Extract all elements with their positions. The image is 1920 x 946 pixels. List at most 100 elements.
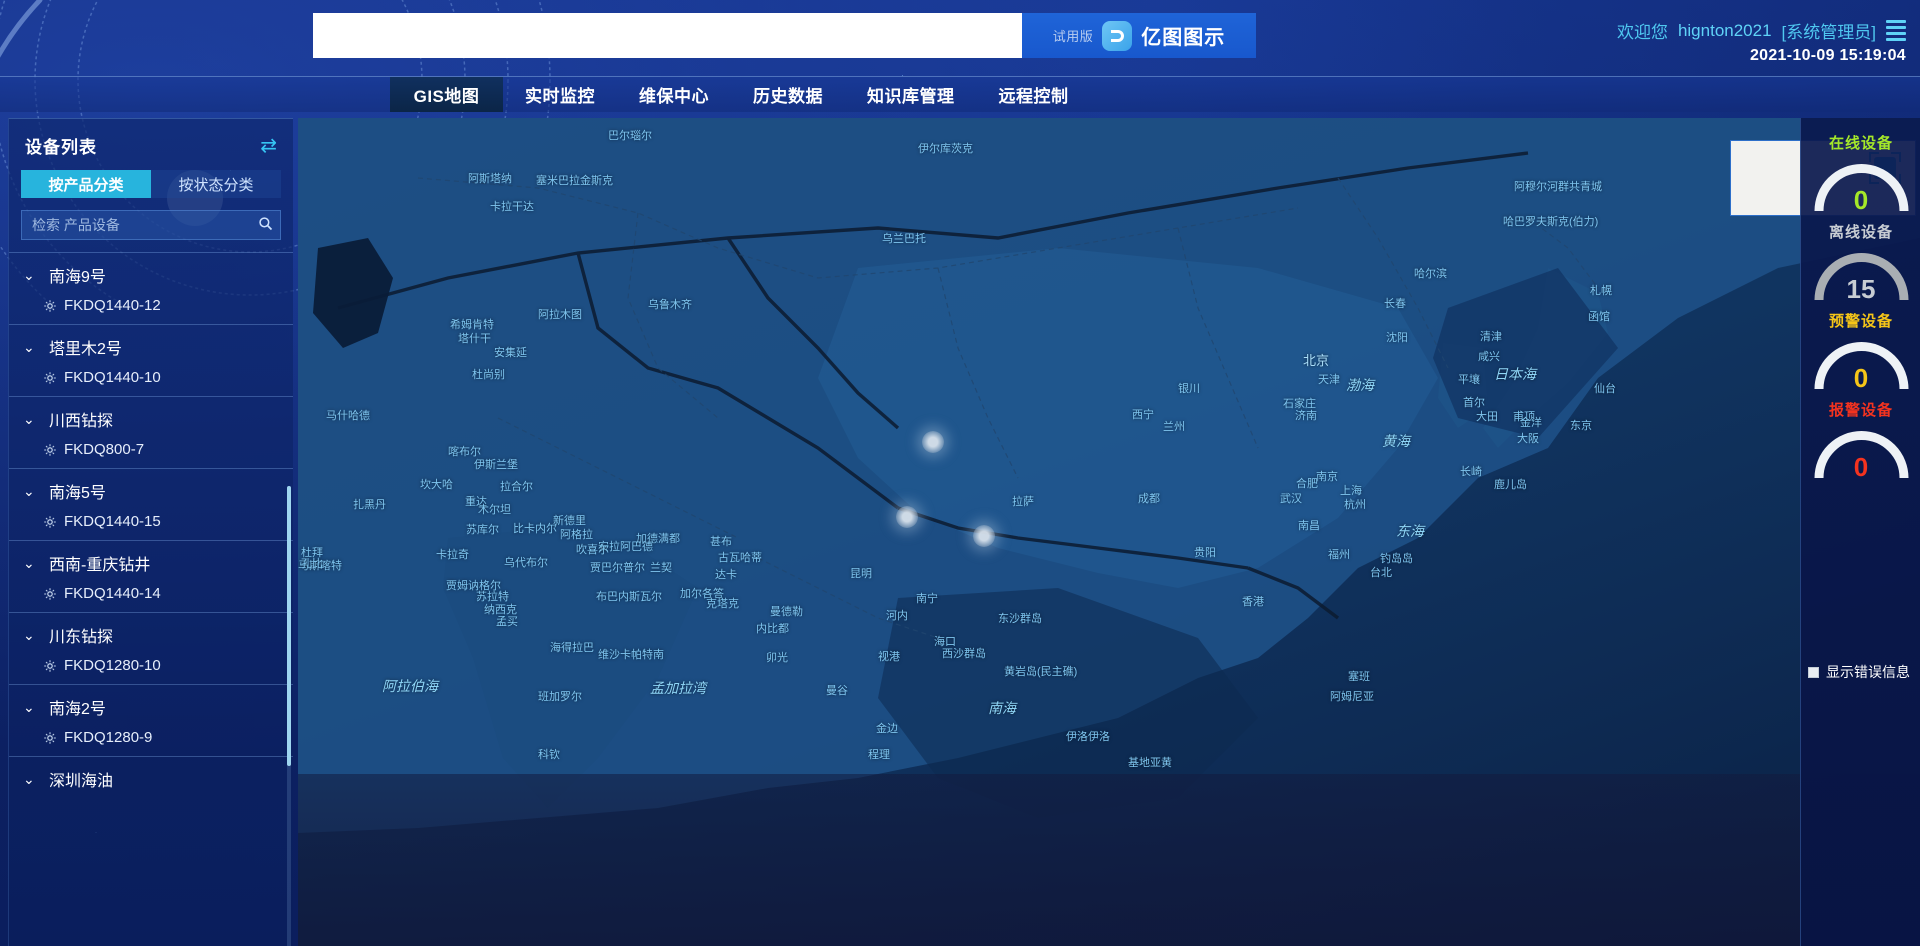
trial-label: 试用版 [1052, 29, 1094, 44]
device-name: FKDQ800-7 [64, 441, 145, 458]
device-list-item[interactable]: FKDQ1440-10 [9, 367, 293, 396]
stat-gauge-list: 在线设备 0 离线设备 15 预警设备 0 报警设备 0 [1801, 132, 1920, 478]
device-name: FKDQ1280-9 [64, 729, 153, 746]
show-error-info-label: 显示错误信息 [1826, 664, 1910, 680]
device-group-header[interactable]: ⌄ 南海5号 [9, 469, 293, 511]
chevron-down-icon[interactable]: ⌄ [23, 627, 35, 643]
gis-map[interactable]: 巴尔瑙尔 伊尔库茨克 阿穆尔河群共青城 阿斯塔纳 塞米巴拉金斯克 哈巴罗夫斯克(伯力) 卡拉… [298, 118, 1920, 946]
chevron-down-icon[interactable]: ⌄ [23, 771, 35, 787]
stat-value: 0 [1853, 185, 1869, 211]
device-group-header[interactable]: ⌄ 南海9号 [9, 253, 293, 295]
edraw-watermark: 试用版 亿图图示 [1022, 13, 1256, 58]
device-group: ⌄ 川西钻探 FKDQ800-7 [9, 396, 293, 468]
stat-title: 报警设备 [1828, 402, 1893, 419]
device-list-item[interactable]: FKDQ1440-12 [9, 295, 293, 324]
chevron-down-icon[interactable]: ⌄ [23, 339, 35, 355]
device-node-icon [43, 299, 57, 313]
device-search [21, 210, 281, 240]
stat-gauge-arc: 0 [1809, 422, 1914, 478]
device-group-name: 川西钻探 [49, 413, 114, 430]
device-group: ⌄ 深圳海油 [9, 756, 293, 799]
search-input[interactable] [21, 210, 281, 240]
device-group-name: 南海5号 [49, 485, 106, 502]
chevron-down-icon[interactable]: ⌄ [23, 699, 35, 715]
device-node-icon [43, 515, 57, 529]
device-name: FKDQ1280-10 [64, 657, 161, 674]
stat-gauge: 报警设备 0 [1801, 399, 1920, 478]
main-navigation: GIS地图 实时监控 维保中心 历史数据 知识库管理 远程控制 [0, 76, 1920, 112]
device-list-item[interactable]: FKDQ1440-15 [9, 511, 293, 540]
sidebar-header: 设备列表 ⇄ [9, 119, 293, 166]
nav-tab-3[interactable]: 历史数据 [753, 87, 823, 106]
device-name: FKDQ1440-10 [64, 369, 161, 386]
stat-title: 离线设备 [1828, 224, 1893, 241]
device-list-item[interactable]: FKDQ1440-14 [9, 583, 293, 612]
device-group: ⌄ 川东钻探 FKDQ1280-10 [9, 612, 293, 684]
device-group-header[interactable]: ⌄ 塔里木2号 [9, 325, 293, 367]
device-node-icon [43, 371, 57, 385]
device-list-item[interactable]: FKDQ1280-9 [9, 727, 293, 756]
sidebar-scrollbar-thumb[interactable] [287, 486, 291, 766]
nav-tab-4[interactable]: 知识库管理 [867, 87, 955, 106]
app-header: 试用版 亿图图示 欢迎您 hignton2021 [系统管理员] 2021-10… [0, 0, 1920, 76]
edraw-logo-icon [1102, 20, 1133, 51]
stat-gauge-arc: 15 [1809, 244, 1914, 300]
device-group-header[interactable]: ⌄ 川西钻探 [9, 397, 293, 439]
device-name: FKDQ1440-15 [64, 513, 161, 530]
device-group-name: 西南-重庆钻井 [49, 557, 151, 574]
device-node-icon [43, 659, 57, 673]
device-name: FKDQ1440-14 [64, 585, 161, 602]
device-group: ⌄ 西南-重庆钻井 FKDQ1440-14 [9, 540, 293, 612]
device-list-item[interactable]: FKDQ800-7 [9, 439, 293, 468]
map-land-layer [298, 118, 1920, 833]
hamburger-menu-icon[interactable] [1886, 20, 1906, 41]
device-node-icon [43, 587, 57, 601]
chevron-down-icon[interactable]: ⌄ [23, 483, 35, 499]
device-group-name: 南海9号 [49, 269, 106, 286]
device-group-header[interactable]: ⌄ 深圳海油 [9, 757, 293, 799]
swap-arrows-icon[interactable]: ⇄ [260, 134, 277, 157]
device-list-item[interactable]: FKDQ1280-10 [9, 655, 293, 684]
sidebar-segment-tabs: 按产品分类 按状态分类 [21, 170, 281, 198]
device-status-panel: 在线设备 0 离线设备 15 预警设备 0 报警设备 0 显示错误信息 [1800, 118, 1920, 946]
device-group-header[interactable]: ⌄ 川东钻探 [9, 613, 293, 655]
chevron-down-icon[interactable]: ⌄ [23, 411, 35, 427]
checkbox-icon[interactable] [1808, 666, 1819, 678]
device-group-list: ⌄ 南海9号 FKDQ1440-12 ⌄ 塔里木2号 FKDQ1440-10 ⌄ 川西钻探 FK… [9, 252, 293, 946]
sidebar-segment-1[interactable]: 按状态分类 [151, 170, 281, 198]
device-group: ⌄ 南海5号 FKDQ1440-15 [9, 468, 293, 540]
device-group-header[interactable]: ⌄ 南海2号 [9, 685, 293, 727]
device-node-icon [43, 443, 57, 457]
device-group: ⌄ 南海9号 FKDQ1440-12 [9, 252, 293, 324]
marker-zhengzhou[interactable] [922, 431, 944, 453]
nav-tab-list: GIS地图 实时监控 维保中心 历史数据 知识库管理 远程控制 [390, 77, 1091, 112]
stat-value: 15 [1846, 274, 1876, 300]
watermark-blank-field[interactable] [313, 13, 1022, 58]
nav-tab-5[interactable]: 远程控制 [998, 87, 1069, 106]
device-group: ⌄ 塔里木2号 FKDQ1440-10 [9, 324, 293, 396]
device-group-name: 塔里木2号 [49, 341, 122, 358]
chevron-down-icon[interactable]: ⌄ [23, 267, 35, 283]
device-node-icon [43, 731, 57, 745]
stat-gauge-arc: 0 [1809, 155, 1914, 211]
marker-changsha[interactable] [973, 525, 995, 547]
device-group-name: 南海2号 [49, 701, 106, 718]
nav-tab-2[interactable]: 维保中心 [639, 87, 709, 106]
marker-chengdu[interactable] [896, 506, 918, 528]
chevron-down-icon[interactable]: ⌄ [23, 555, 35, 571]
stat-gauge-arc: 0 [1809, 333, 1914, 389]
device-name: FKDQ1440-12 [64, 297, 161, 314]
nav-tab-0[interactable]: GIS地图 [390, 77, 503, 112]
show-error-info-toggle[interactable]: 显示错误信息 [1808, 662, 1910, 682]
nav-tab-1[interactable]: 实时监控 [525, 87, 595, 106]
stat-gauge: 预警设备 0 [1801, 310, 1920, 389]
welcome-label: 欢迎您 [1616, 23, 1668, 42]
page-title: 设备列表 [25, 138, 97, 157]
stat-title: 在线设备 [1828, 135, 1893, 152]
stat-gauge: 离线设备 15 [1801, 221, 1920, 300]
sidebar-segment-0[interactable]: 按产品分类 [21, 170, 151, 198]
username-label: hignton2021 [1677, 20, 1772, 40]
stat-title: 预警设备 [1828, 313, 1893, 330]
device-group-header[interactable]: ⌄ 西南-重庆钻井 [9, 541, 293, 583]
